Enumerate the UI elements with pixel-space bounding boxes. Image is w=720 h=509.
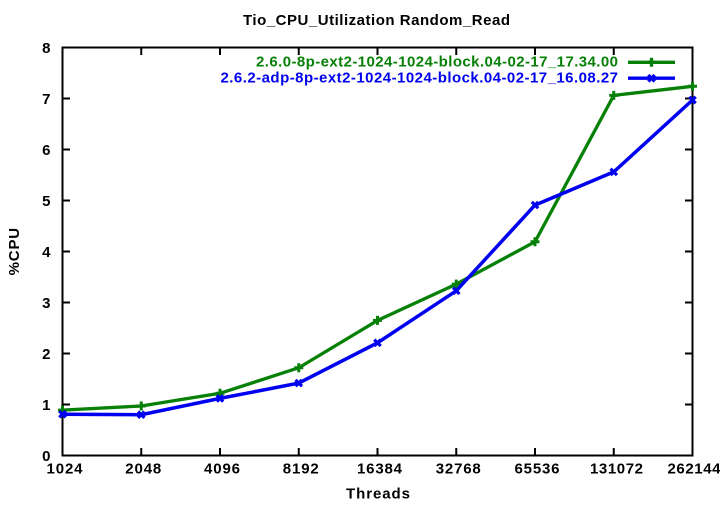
svg-text:32768: 32768 bbox=[436, 461, 481, 478]
svg-text:2048: 2048 bbox=[125, 461, 161, 478]
svg-text:65536: 65536 bbox=[515, 461, 560, 478]
svg-text:Tio_CPU_Utilization Random_Rea: Tio_CPU_Utilization Random_Read bbox=[243, 12, 510, 29]
svg-text:4096: 4096 bbox=[204, 461, 240, 478]
svg-text:262144: 262144 bbox=[668, 461, 720, 478]
svg-text:8: 8 bbox=[42, 40, 50, 57]
svg-text:6: 6 bbox=[42, 142, 50, 159]
svg-text:4: 4 bbox=[42, 244, 51, 261]
svg-text:8192: 8192 bbox=[283, 461, 319, 478]
svg-text:131072: 131072 bbox=[590, 461, 643, 478]
svg-text:3: 3 bbox=[42, 295, 50, 312]
svg-text:%CPU: %CPU bbox=[6, 228, 23, 276]
svg-text:2: 2 bbox=[42, 346, 50, 363]
svg-text:2.6.2-adp-8p-ext2-1024-1024-bl: 2.6.2-adp-8p-ext2-1024-1024-block.04-02-… bbox=[221, 70, 619, 87]
svg-text:16384: 16384 bbox=[357, 461, 403, 478]
svg-text:2.6.0-8p-ext2-1024-1024-block.: 2.6.0-8p-ext2-1024-1024-block.04-02-17_1… bbox=[256, 54, 618, 71]
svg-text:Threads: Threads bbox=[346, 485, 410, 502]
svg-text:5: 5 bbox=[42, 193, 50, 210]
svg-text:1024: 1024 bbox=[47, 461, 84, 478]
svg-text:1: 1 bbox=[42, 397, 50, 414]
svg-text:7: 7 bbox=[42, 91, 50, 108]
